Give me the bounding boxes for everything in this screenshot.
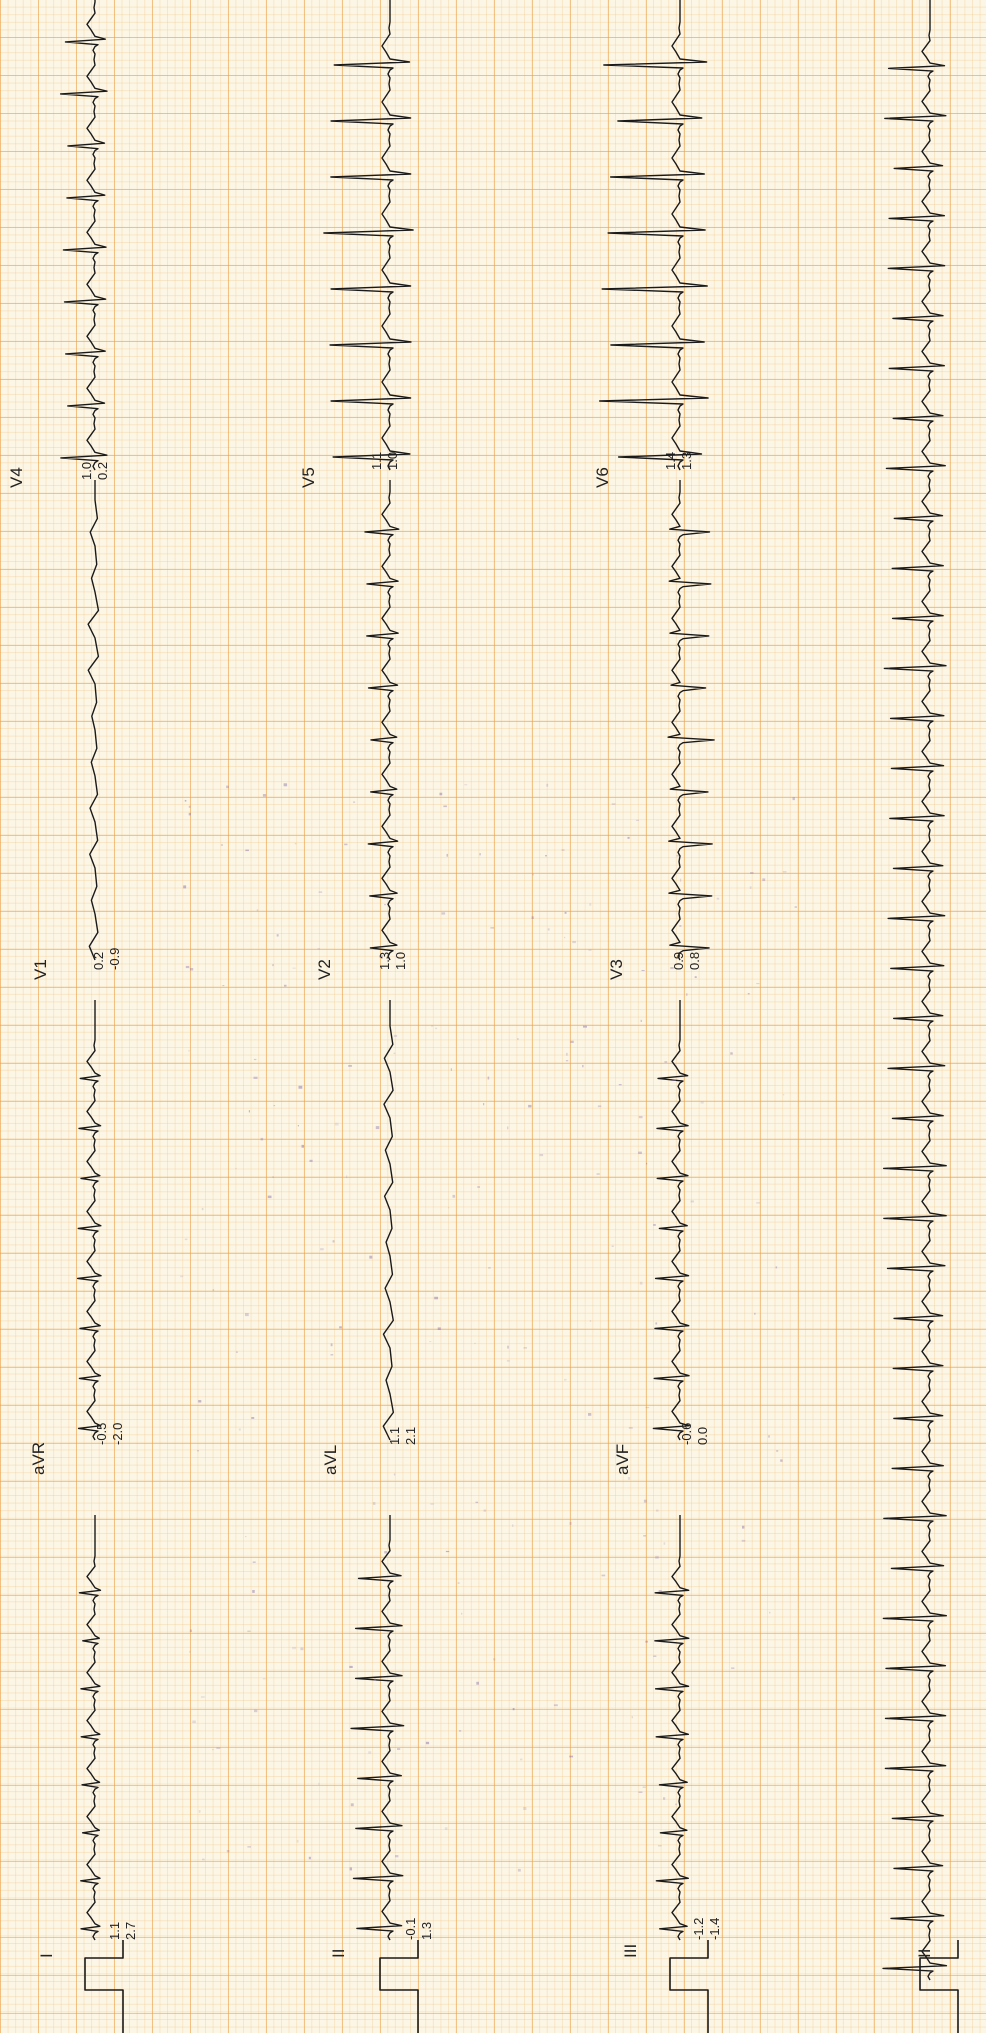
calibration-pulse-2 [379, 1940, 419, 2033]
lead-label-II-rhythm: II [915, 1948, 934, 1958]
lead-aVL-measure-1: 1.1 [387, 1426, 402, 1445]
lead-label-II: II [329, 1948, 348, 1958]
lead-label-I: I [37, 1953, 56, 1958]
trace-lead-V2 [364, 480, 400, 961]
lead-V5-measure-2: 1.0 [385, 451, 400, 470]
lead-label-V1: V1 [31, 959, 50, 980]
lead-aVR-measure-2: -2.0 [110, 1422, 125, 1445]
lead-V3-measure-2: 0.8 [687, 951, 702, 970]
lead-aVF-measure-1: -0.6 [679, 1422, 694, 1445]
lead-III-measure-1: -1.2 [691, 1917, 706, 1940]
lead-V6-measure-2: 1.3 [679, 451, 694, 470]
calibration-pulse-1 [84, 1940, 124, 2033]
lead-V5-measure-1: 1.1 [369, 451, 384, 470]
lead-V4-measure-1: 1.0 [79, 461, 94, 480]
lead-V3-measure-1: 0.9 [671, 951, 686, 970]
lead-I-measure-2: 2.7 [123, 1921, 138, 1940]
lead-label-aVL: aVL [321, 1444, 340, 1475]
trace-lead-aVR [76, 1000, 102, 1441]
calibration-pulse-3 [669, 1940, 709, 2033]
lead-V1-measure-1: 0.2 [91, 951, 106, 970]
trace-lead-aVL [382, 1000, 395, 1441]
calibration-pulse-4 [919, 1940, 959, 2033]
lead-I-measure-1: 1.1 [107, 1921, 122, 1940]
lead-V1-measure-2: -0.9 [107, 947, 122, 970]
lead-label-aVF: aVF [613, 1443, 632, 1475]
lead-V4-measure-2: 0.2 [95, 461, 110, 480]
lead-V2-measure-1: 1.3 [377, 951, 392, 970]
lead-aVF-measure-2: 0.0 [695, 1426, 710, 1445]
trace-lead-V3 [667, 480, 715, 961]
trace-lead-V1 [87, 480, 100, 961]
lead-label-V6: V6 [593, 467, 612, 488]
lead-label-aVR: aVR [29, 1441, 48, 1475]
lead-label-III: III [621, 1943, 640, 1958]
trace-lead-II [350, 1515, 405, 1941]
trace-lead-V4 [59, 0, 108, 471]
trace-lead-V6 [598, 0, 709, 471]
trace-lead-II-rhythm [882, 0, 948, 1981]
lead-V2-measure-2: 1.0 [393, 951, 408, 970]
lead-label-V3: V3 [607, 959, 626, 980]
lead-label-V4: V4 [7, 467, 26, 488]
paper-noise [180, 783, 797, 1872]
trace-lead-V5 [323, 0, 414, 471]
lead-aVR-measure-1: -0.5 [94, 1422, 109, 1445]
lead-label-V5: V5 [299, 467, 318, 488]
lead-aVL-measure-2: 2.1 [403, 1426, 418, 1445]
lead-II-measure-1: -0.1 [403, 1917, 418, 1940]
lead-V6-measure-1: 1.4 [663, 451, 678, 470]
lead-III-measure-2: -1.4 [707, 1917, 722, 1940]
trace-lead-aVF [652, 1000, 691, 1441]
lead-label-V2: V2 [315, 959, 334, 980]
trace-lead-III [654, 1515, 690, 1941]
lead-II-measure-2: 1.3 [419, 1921, 434, 1940]
trace-lead-I [78, 1515, 102, 1941]
